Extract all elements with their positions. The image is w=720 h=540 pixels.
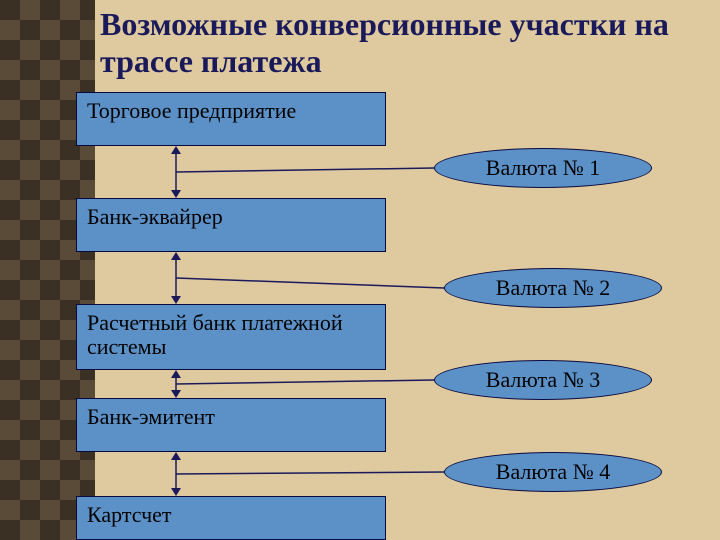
connectors bbox=[0, 0, 720, 540]
